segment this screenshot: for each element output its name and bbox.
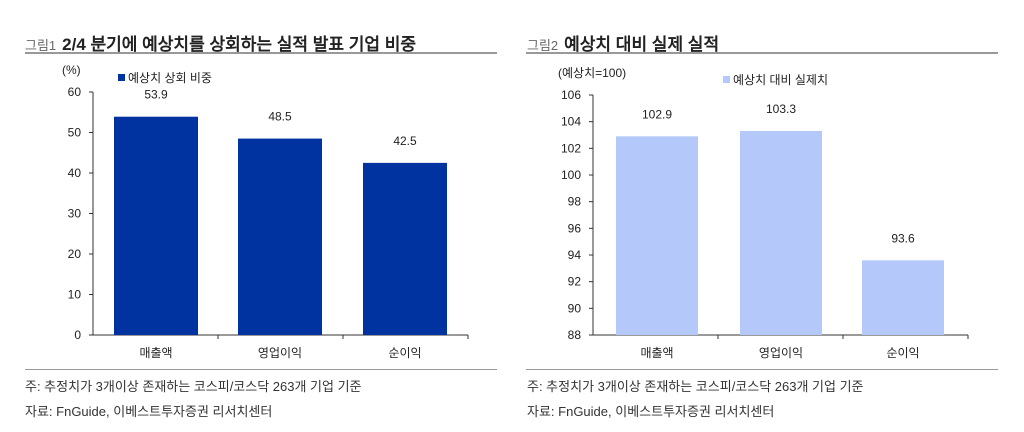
y-tick-label: 94 <box>568 248 582 262</box>
y-tick-label: 20 <box>68 247 82 261</box>
footer-divider <box>25 369 497 370</box>
y-tick-label: 40 <box>68 166 82 180</box>
y-tick-label: 0 <box>74 328 81 342</box>
chart-note: 주: 추정치가 3개이상 존재하는 코스피/코스닥 263개 기업 기준 <box>25 379 362 394</box>
y-tick-label: 10 <box>68 288 82 302</box>
figure-2-title: 그림2 예상치 대비 실제 실적 <box>527 30 719 55</box>
x-tick-label: 매출액 <box>139 346 172 360</box>
data-label: 103.3 <box>766 102 796 116</box>
title-divider <box>526 52 998 54</box>
legend-label: 예상치 대비 실제치 <box>733 73 828 87</box>
data-label: 93.6 <box>891 231 915 245</box>
x-tick-label: 순이익 <box>886 346 919 360</box>
y-tick-label: 50 <box>68 126 82 140</box>
y-tick-label: 30 <box>68 207 82 221</box>
y-tick-label: 100 <box>561 168 581 182</box>
bar <box>238 138 322 335</box>
y-tick-label: 96 <box>568 221 582 235</box>
chart-1: 0 10 20 30 40 50 60 (%) 예상치 상회 비중 53.9 매출액 48.5 영업이익… <box>62 63 469 360</box>
y-tick-label: 106 <box>561 88 581 102</box>
legend-swatch <box>118 74 125 81</box>
y-tick-label: 88 <box>568 328 582 342</box>
bar <box>363 162 447 335</box>
data-label: 53.9 <box>144 88 168 102</box>
x-tick-label: 영업이익 <box>258 346 302 360</box>
chart-2: 88 90 92 94 96 98 100 102 104 106 (예상치=100) 예상치 대비 … <box>558 66 969 360</box>
data-label: 42.5 <box>393 134 417 148</box>
y-axis-label: (%) <box>62 63 81 77</box>
figure-label: 그림1 <box>25 38 57 53</box>
y-tick-label: 104 <box>561 115 581 129</box>
bar <box>114 116 198 335</box>
figure-label: 그림2 <box>527 38 559 53</box>
title-divider <box>25 52 497 54</box>
data-label: 102.9 <box>642 107 672 121</box>
y-tick-label: 92 <box>568 275 582 289</box>
bar <box>616 136 698 335</box>
legend-swatch <box>723 76 730 83</box>
data-label: 48.5 <box>268 110 292 124</box>
y-axis-label: (예상치=100) <box>558 66 626 80</box>
y-tick-label: 60 <box>68 85 82 99</box>
bar <box>862 260 944 335</box>
chart-title: 예상치 대비 실제 실적 <box>564 35 720 54</box>
footer-divider <box>526 369 998 370</box>
y-tick-label: 90 <box>568 301 582 315</box>
chart-source: 자료: FnGuide, 이베스트투자증권 리서치센터 <box>527 404 775 419</box>
figure-1-title: 그림1 2/4 분기에 예상치를 상회하는 실적 발표 기업 비중 <box>25 30 416 55</box>
y-tick-label: 102 <box>561 141 581 155</box>
x-tick-label: 순이익 <box>388 346 421 360</box>
x-tick-label: 영업이익 <box>759 346 803 360</box>
chart-note: 주: 추정치가 3개이상 존재하는 코스피/코스닥 263개 기업 기준 <box>527 379 864 394</box>
x-tick-label: 매출액 <box>640 346 673 360</box>
bar <box>740 131 822 335</box>
chart-source: 자료: FnGuide, 이베스트투자증권 리서치센터 <box>25 404 273 419</box>
y-tick-label: 98 <box>568 195 582 209</box>
legend-label: 예상치 상회 비중 <box>128 71 212 85</box>
chart-title: 2/4 분기에 예상치를 상회하는 실적 발표 기업 비중 <box>62 35 417 54</box>
